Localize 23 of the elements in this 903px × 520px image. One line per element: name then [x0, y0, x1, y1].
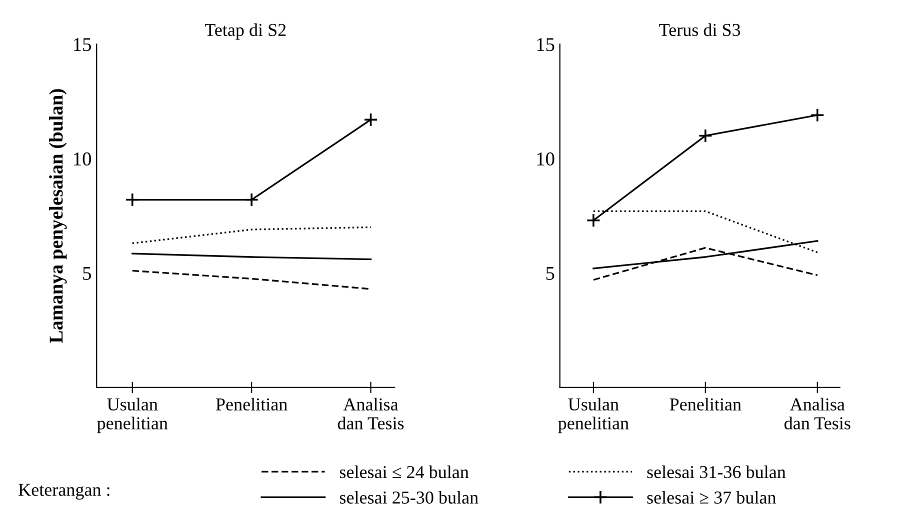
y-axis-title: Lamanya penyelesaian (bulan) — [49, 89, 67, 343]
x-tick-label: Analisa dan Tesis — [784, 398, 850, 430]
x-tick-label: Usulan penelitian — [558, 398, 629, 434]
y-tick-label: 10 — [74, 152, 92, 166]
legend-label: selesai ≤ 24 bulan — [340, 465, 469, 478]
y-tick-label: 5 — [546, 267, 554, 280]
legend-label: selesai 25-30 bulan — [340, 490, 478, 504]
point — [698, 128, 713, 143]
point — [810, 108, 825, 122]
point — [586, 213, 601, 228]
legend-title: Keterangan : — [18, 484, 110, 500]
x-tick-label: Analisa dan Tesis — [338, 398, 404, 430]
x-tick-label: Penelitian — [216, 398, 288, 411]
legend-label: selesai ≥ 37 bulan — [647, 490, 776, 504]
chart-title: Terus di S3 — [659, 23, 740, 36]
y-tick-label: 15 — [537, 38, 554, 52]
legend-label: selesai 31-36 bulan — [647, 465, 786, 478]
x-tick-label: Usulan penelitian — [97, 398, 168, 434]
y-tick-label: 5 — [83, 267, 91, 280]
y-tick-label: 15 — [74, 38, 91, 52]
y-tick-label: 10 — [537, 152, 554, 166]
chart-title: Tetap di S2 — [204, 23, 286, 40]
x-tick-label: Penelitian — [670, 398, 742, 411]
